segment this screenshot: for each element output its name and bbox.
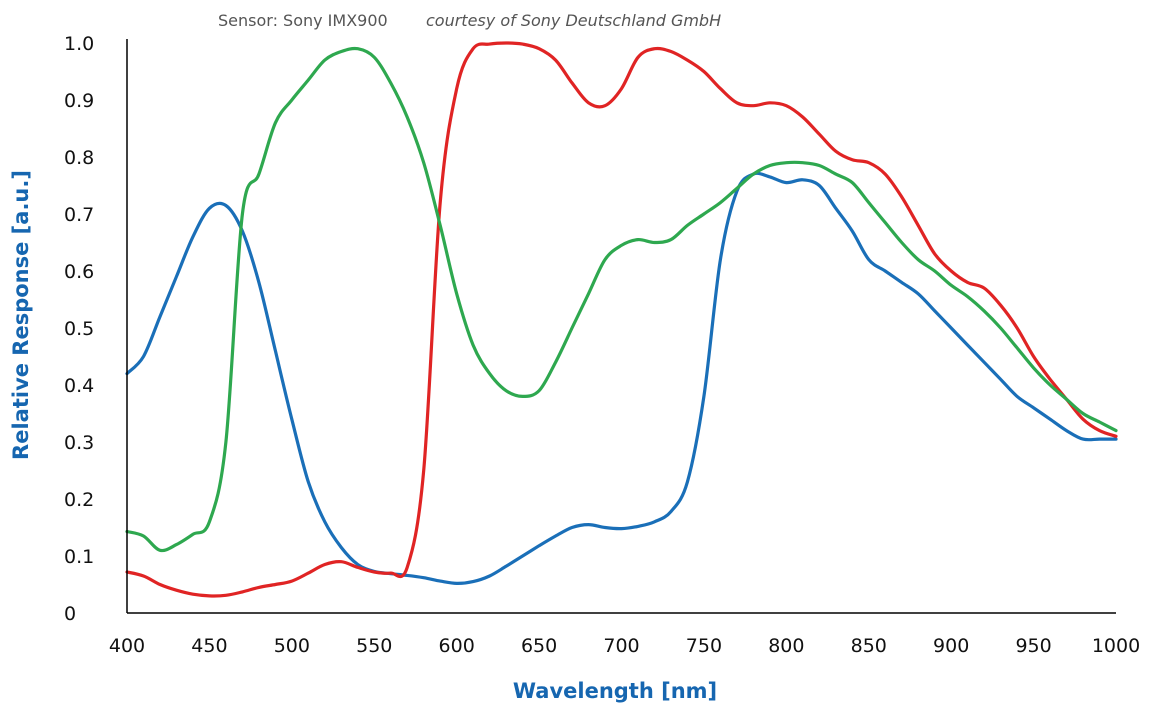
y-tick-label: 0.2 bbox=[64, 489, 94, 511]
y-tick-label: 0.9 bbox=[64, 90, 94, 112]
y-tick-label: 0.4 bbox=[64, 375, 94, 397]
y-tick-label: 0 bbox=[64, 603, 76, 625]
y-tick-label: 1.0 bbox=[64, 33, 94, 55]
y-tick-label: 0.3 bbox=[64, 432, 94, 454]
x-tick-label: 850 bbox=[851, 635, 887, 657]
red-response-line bbox=[125, 41, 1118, 598]
y-tick-label: 0.8 bbox=[64, 147, 94, 169]
x-tick-label: 900 bbox=[933, 635, 969, 657]
x-tick-label: 650 bbox=[521, 635, 557, 657]
y-axis-title: Relative Response [a.u.] bbox=[9, 170, 33, 460]
x-tick-label: 1000 bbox=[1092, 635, 1140, 657]
y-tick-labels: 0 0.1 0.2 0.3 0.4 0.5 0.6 0.7 0.8 0.9 1.0 bbox=[64, 33, 94, 625]
y-tick-label: 0.7 bbox=[64, 204, 94, 226]
x-tick-label: 500 bbox=[274, 635, 310, 657]
x-tick-labels: 400 450 500 550 600 650 700 750 800 850 900 950 1000 bbox=[109, 635, 1140, 657]
x-tick-label: 700 bbox=[603, 635, 639, 657]
x-axis-title: Wavelength [nm] bbox=[513, 679, 717, 703]
x-tick-label: 450 bbox=[191, 635, 227, 657]
blue-response-line bbox=[125, 171, 1118, 586]
series-layer bbox=[125, 41, 1118, 598]
green-response-line bbox=[125, 46, 1118, 553]
subtitle-sensor: Sensor: Sony IMX900 bbox=[218, 11, 388, 30]
subtitle-credit: courtesy of Sony Deutschland GmbH bbox=[426, 11, 721, 30]
y-tick-label: 0.1 bbox=[64, 546, 94, 568]
y-tick-label: 0.5 bbox=[64, 318, 94, 340]
x-tick-label: 950 bbox=[1015, 635, 1051, 657]
x-tick-label: 550 bbox=[356, 635, 392, 657]
y-tick-label: 0.6 bbox=[64, 261, 94, 283]
x-tick-label: 600 bbox=[439, 635, 475, 657]
x-tick-label: 800 bbox=[768, 635, 804, 657]
x-tick-label: 400 bbox=[109, 635, 145, 657]
x-tick-label: 750 bbox=[686, 635, 722, 657]
